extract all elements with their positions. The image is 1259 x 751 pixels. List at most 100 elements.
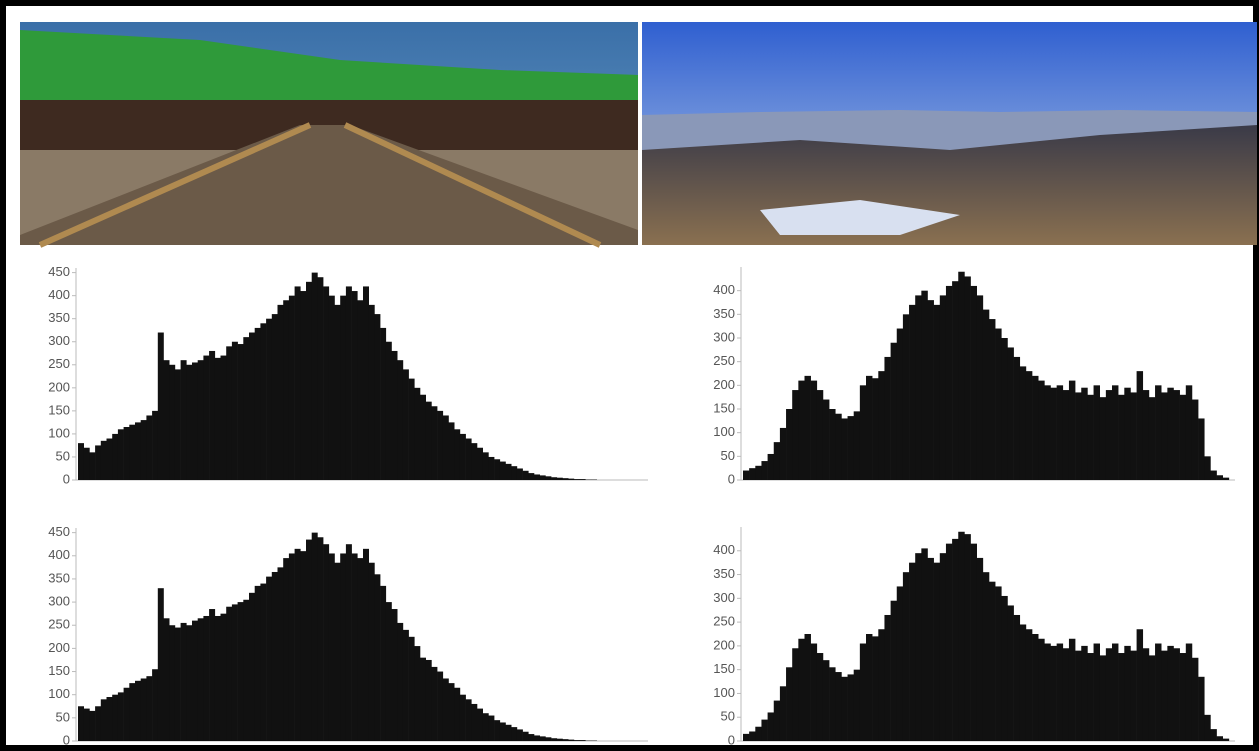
bar [897,586,903,741]
bar [1137,629,1143,741]
bar [952,281,958,480]
bar [928,300,934,480]
bar [192,362,198,480]
bar [506,725,512,741]
bar [915,553,921,741]
bar [95,445,101,480]
bar [940,553,946,741]
y-tick-label: 350 [48,310,70,325]
bar [215,358,221,480]
bar [761,720,767,741]
y-tick-label: 400 [48,547,70,562]
bar [112,434,118,480]
bar [1210,471,1216,480]
bar [841,418,847,480]
bar [363,286,369,480]
bar [1161,392,1167,480]
bar [1063,390,1069,480]
bar [449,683,455,741]
bar [471,704,477,741]
bar [483,713,489,741]
bar [860,385,866,480]
bar [409,637,415,741]
bar [283,558,289,741]
y-tick-label: 100 [713,424,735,439]
y-tick-label: 300 [48,594,70,609]
bar [186,625,192,741]
bar [169,625,175,741]
bar [414,388,420,480]
bar [1167,388,1173,480]
bar [574,740,580,741]
bar [369,305,375,480]
bar [1204,715,1210,741]
bar [392,609,398,741]
bar [1001,596,1007,741]
bar [488,457,494,480]
bar [891,601,897,741]
bar [989,582,995,741]
bar [335,563,341,741]
bar [528,473,534,480]
bar [995,329,1001,480]
bar [386,342,392,480]
bar [749,731,755,741]
bar [346,286,352,480]
bar [397,360,403,480]
bar [946,544,952,741]
bar [1155,644,1161,741]
bar [158,333,164,480]
bar [192,621,198,741]
bar [243,337,249,480]
bar [317,277,323,480]
bar [884,615,890,741]
bar [243,600,249,741]
bar [557,739,563,741]
bar [971,544,977,741]
bar [164,618,170,741]
bar [743,471,749,480]
bar [540,475,546,480]
bar [295,549,301,741]
bar [1118,653,1124,741]
y-tick-label: 400 [713,282,735,297]
bar [329,296,335,480]
bar [983,310,989,480]
y-tick-label: 400 [713,542,735,557]
bar [977,295,983,480]
bar [181,360,187,480]
bar [477,709,483,741]
bar [506,464,512,480]
bar [1069,639,1075,741]
bar [786,667,792,741]
bar [352,291,358,480]
bar [494,720,500,741]
bar [221,356,227,480]
bar [580,740,586,741]
y-tick-label: 350 [713,566,735,581]
bar [1130,651,1136,741]
bar [289,553,295,741]
bar [792,390,798,480]
bar [983,572,989,741]
bar [805,634,811,741]
bar [811,381,817,480]
bar [238,344,244,480]
bar [934,563,940,741]
bar [420,395,426,480]
bar [1001,338,1007,480]
bar [829,667,835,741]
bar [1075,392,1081,480]
bar [357,558,363,741]
photo-railway [20,22,638,245]
bar [915,295,921,480]
bar [823,400,829,480]
y-tick-label: 450 [48,264,70,279]
bar [551,738,557,741]
bar [283,300,289,480]
bar [517,468,523,480]
bar [1032,376,1038,480]
bar [528,734,534,741]
bar [431,406,437,480]
bar [798,381,804,480]
